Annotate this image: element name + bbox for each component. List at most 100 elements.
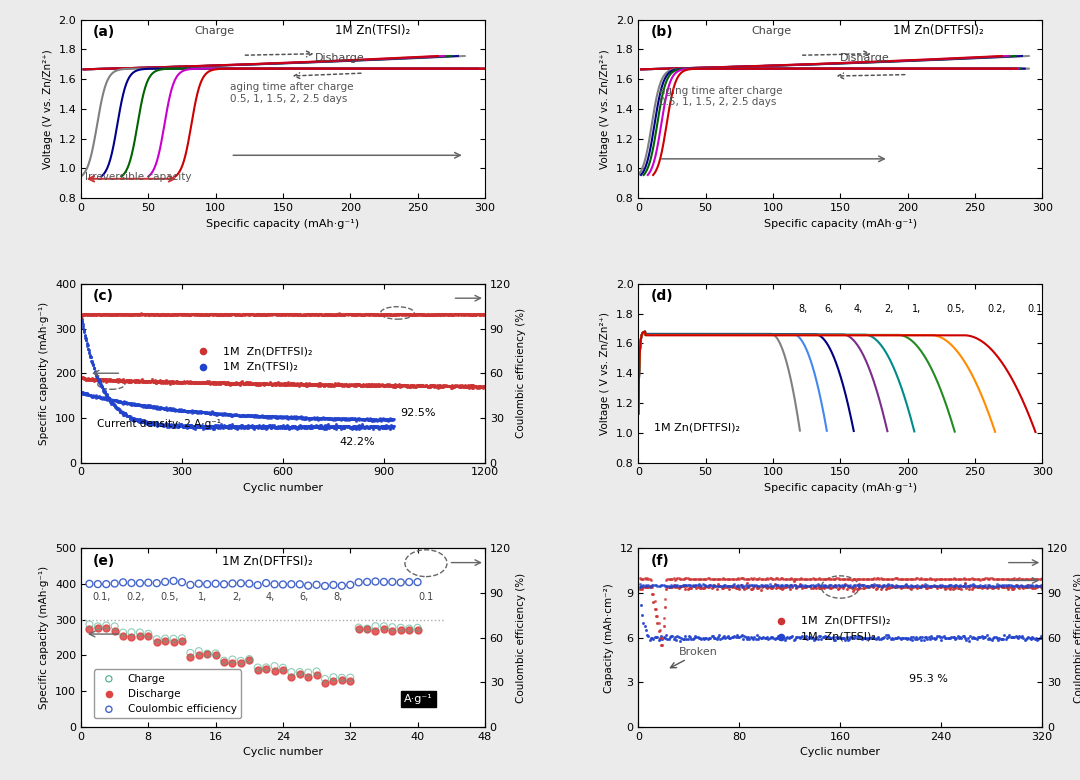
- Point: [341, 675, 359, 687]
- Point: [232, 376, 249, 388]
- Point: [384, 307, 402, 320]
- Point: [134, 376, 151, 388]
- Point: [1028, 580, 1045, 592]
- Point: [194, 308, 212, 321]
- Point: [354, 420, 372, 433]
- Point: [312, 378, 329, 391]
- Point: [150, 418, 167, 431]
- Point: [188, 406, 205, 419]
- Point: [170, 421, 187, 434]
- Point: [861, 581, 878, 594]
- Point: [352, 309, 369, 321]
- Point: [354, 308, 372, 321]
- Point: [711, 629, 728, 642]
- Point: [266, 421, 283, 434]
- Point: [670, 581, 687, 594]
- Point: [654, 631, 672, 644]
- Point: [221, 308, 239, 321]
- Point: [342, 379, 360, 392]
- Point: [228, 408, 245, 420]
- Point: [866, 580, 883, 593]
- Point: [218, 408, 235, 420]
- Point: [384, 420, 402, 432]
- Point: [829, 573, 847, 585]
- Point: [761, 573, 779, 585]
- Point: [908, 582, 926, 594]
- Point: [148, 401, 165, 413]
- Point: [232, 654, 249, 667]
- Point: [322, 421, 339, 434]
- Point: [1022, 633, 1039, 645]
- Point: [266, 308, 283, 321]
- Point: [253, 309, 270, 321]
- Point: [1022, 573, 1039, 585]
- Point: [144, 417, 161, 430]
- Point: [384, 308, 402, 321]
- Point: [950, 580, 968, 592]
- Point: [324, 379, 341, 392]
- Point: [296, 308, 313, 321]
- Point: [119, 308, 136, 321]
- Point: [638, 572, 656, 584]
- Point: [261, 410, 279, 422]
- Point: [152, 309, 170, 321]
- Point: [279, 410, 296, 423]
- Point: [313, 422, 330, 434]
- Point: [444, 379, 461, 392]
- Point: [293, 421, 310, 434]
- Point: [330, 378, 348, 391]
- Point: [968, 580, 985, 592]
- Point: [153, 308, 171, 321]
- X-axis label: Specific capacity (mAh·g⁻¹): Specific capacity (mAh·g⁻¹): [764, 218, 917, 229]
- Point: [375, 620, 392, 633]
- Point: [163, 308, 180, 321]
- Point: [465, 379, 483, 392]
- Point: [85, 308, 103, 321]
- Point: [718, 580, 735, 593]
- Point: [73, 386, 91, 399]
- Point: [283, 378, 300, 391]
- Point: [375, 422, 392, 434]
- Point: [310, 379, 327, 392]
- Point: [288, 308, 306, 321]
- Point: [230, 409, 247, 421]
- Point: [683, 633, 700, 645]
- Point: [451, 380, 469, 392]
- Point: [247, 308, 265, 321]
- Point: [345, 420, 362, 432]
- Point: [273, 378, 291, 391]
- Point: [376, 413, 393, 425]
- Point: [117, 407, 134, 420]
- Point: [341, 379, 359, 392]
- Point: [143, 375, 160, 388]
- Point: [215, 655, 232, 668]
- Point: [269, 378, 286, 390]
- Point: [359, 420, 376, 433]
- Point: [286, 308, 303, 321]
- Point: [176, 377, 193, 389]
- Point: [194, 406, 212, 418]
- Point: [382, 418, 400, 431]
- Point: [172, 376, 189, 388]
- Point: [104, 374, 121, 387]
- Point: [118, 375, 135, 388]
- Point: [1009, 573, 1026, 585]
- Point: [448, 308, 465, 321]
- Point: [935, 580, 953, 592]
- Point: [119, 308, 136, 321]
- Point: [308, 412, 325, 424]
- Point: [282, 420, 299, 433]
- Point: [353, 420, 370, 432]
- Point: [348, 378, 365, 391]
- Point: [845, 632, 862, 644]
- Point: [173, 308, 190, 321]
- Point: [168, 374, 186, 387]
- Point: [324, 413, 341, 426]
- Point: [199, 376, 216, 388]
- Point: [734, 580, 752, 593]
- Point: [369, 308, 387, 321]
- Point: [123, 397, 140, 410]
- Point: [718, 631, 735, 644]
- Point: [380, 379, 397, 392]
- Point: [313, 412, 330, 424]
